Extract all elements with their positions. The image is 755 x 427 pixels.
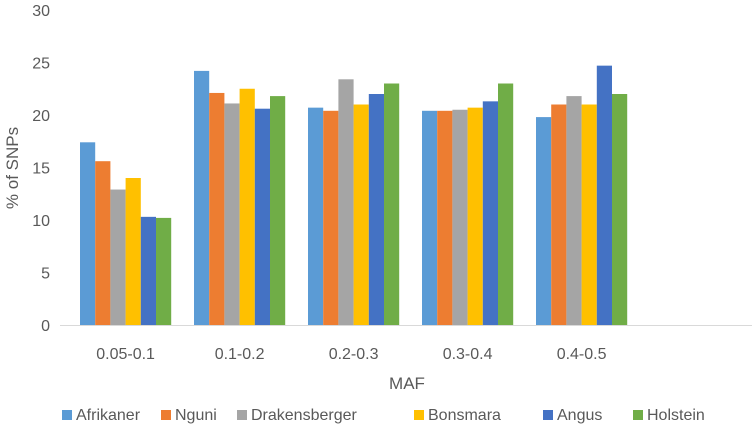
bar bbox=[422, 110, 438, 325]
x-tick-label: 0.05-0.1 bbox=[96, 346, 155, 363]
x-tick-label: 0.1-0.2 bbox=[215, 346, 265, 363]
bar bbox=[156, 217, 172, 325]
legend-swatch bbox=[543, 410, 553, 420]
legend-label: Holstein bbox=[647, 407, 705, 424]
legend-item: Bonsmara bbox=[414, 407, 501, 424]
legend-item: Nguni bbox=[161, 407, 217, 424]
bar bbox=[140, 216, 156, 325]
bar bbox=[612, 94, 628, 325]
legend: Afrikaner Nguni Drakensberger Bonsmara Angus… bbox=[62, 407, 705, 424]
legend-item: Holstein bbox=[633, 407, 705, 424]
bar bbox=[482, 101, 498, 325]
bar bbox=[368, 94, 384, 325]
legend-swatch bbox=[414, 410, 424, 420]
bar bbox=[209, 92, 225, 325]
legend-swatch bbox=[62, 410, 72, 420]
legend-label: Afrikaner bbox=[76, 407, 141, 424]
bar bbox=[596, 65, 612, 326]
bar bbox=[551, 104, 567, 325]
bar bbox=[194, 70, 210, 326]
legend-swatch bbox=[633, 410, 643, 420]
bar bbox=[437, 110, 453, 325]
bar bbox=[270, 96, 286, 325]
y-tick-label: 0 bbox=[41, 318, 50, 335]
legend-item: Angus bbox=[543, 407, 602, 424]
legend-swatch bbox=[161, 410, 171, 420]
bar bbox=[353, 104, 369, 325]
bar bbox=[323, 110, 339, 325]
bar bbox=[536, 117, 552, 325]
bar bbox=[125, 178, 141, 325]
x-axis-title: MAF bbox=[389, 374, 425, 393]
x-axis-ticks: 0.05-0.1 0.1-0.2 0.2-0.3 0.3-0.4 0.4-0.5 bbox=[96, 346, 606, 363]
bars bbox=[80, 65, 628, 326]
x-tick-label: 0.4-0.5 bbox=[557, 346, 607, 363]
bar bbox=[80, 142, 96, 325]
x-tick-label: 0.2-0.3 bbox=[329, 346, 379, 363]
legend-label: Drakensberger bbox=[251, 407, 358, 424]
bar bbox=[467, 107, 483, 326]
bar bbox=[224, 103, 240, 325]
legend-item: Drakensberger bbox=[237, 407, 358, 424]
bar bbox=[581, 104, 597, 325]
legend-label: Nguni bbox=[175, 407, 217, 424]
bar bbox=[95, 161, 111, 325]
bar bbox=[308, 107, 324, 326]
bar bbox=[254, 108, 270, 325]
legend-item: Afrikaner bbox=[62, 407, 141, 424]
x-tick-label: 0.3-0.4 bbox=[443, 346, 493, 363]
y-tick-label: 5 bbox=[41, 266, 50, 283]
y-axis-title: % of SNPs bbox=[3, 127, 22, 209]
y-tick-label: 25 bbox=[32, 56, 50, 73]
bar bbox=[110, 189, 126, 325]
bar bbox=[498, 83, 514, 325]
bar bbox=[384, 83, 400, 325]
y-tick-label: 15 bbox=[32, 161, 50, 178]
bar bbox=[239, 88, 255, 325]
legend-swatch bbox=[237, 410, 247, 420]
legend-label: Bonsmara bbox=[428, 407, 501, 424]
bar bbox=[566, 96, 582, 325]
y-axis-ticks: 0 5 10 15 20 25 30 bbox=[32, 3, 50, 335]
y-tick-label: 20 bbox=[32, 108, 50, 125]
bar bbox=[338, 79, 354, 325]
y-tick-label: 30 bbox=[32, 3, 50, 20]
bar bbox=[452, 109, 468, 325]
legend-label: Angus bbox=[557, 407, 602, 424]
y-tick-label: 10 bbox=[32, 213, 50, 230]
